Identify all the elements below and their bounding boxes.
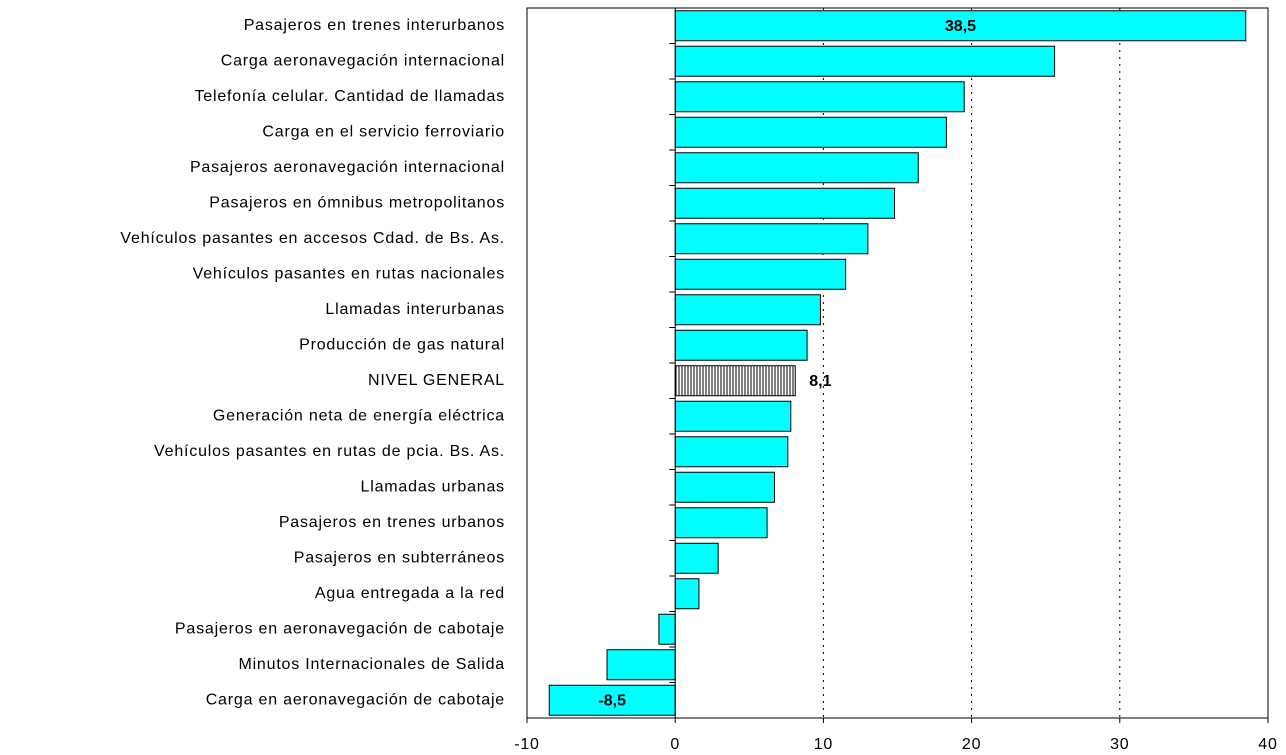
bar — [674, 258, 847, 290]
bar — [674, 116, 947, 148]
bar — [674, 471, 775, 503]
bar — [674, 223, 869, 255]
y-tick-label: Pasajeros en aeronavegación de cabotaje — [175, 620, 505, 637]
bar — [548, 684, 676, 716]
y-tick-label: Carga en el servicio ferroviario — [262, 123, 505, 140]
bar — [674, 152, 919, 184]
y-tick-label: Vehículos pasantes en rutas nacionales — [193, 265, 505, 282]
value-label: -8,5 — [598, 692, 626, 709]
y-tick-label: Pasajeros en subterráneos — [294, 549, 505, 566]
y-tick-label: Pasajeros en ómnibus metropolitanos — [209, 194, 505, 211]
bar — [674, 365, 796, 397]
x-tick-label: -10 — [514, 736, 540, 753]
bar — [606, 649, 676, 681]
bar — [674, 81, 965, 113]
value-label: 38,5 — [945, 18, 976, 35]
bar — [674, 400, 792, 432]
plot-frame — [526, 7, 1269, 719]
y-tick-label: Vehículos pasantes en accesos Cdad. de B… — [120, 230, 505, 247]
y-tick-label: Pasajeros en trenes interurbanos — [244, 17, 505, 34]
bar — [674, 187, 896, 219]
bar — [674, 542, 719, 574]
bar — [674, 436, 789, 468]
x-tick-label: 0 — [670, 736, 680, 753]
y-tick-label: Carga aeronavegación internacional — [221, 52, 505, 69]
x-tick-label: 10 — [814, 736, 833, 753]
y-tick-label: Minutos Internacionales de Salida — [238, 656, 505, 673]
bar — [674, 45, 1056, 77]
x-tick-label: 20 — [962, 736, 981, 753]
y-tick-label: Llamadas urbanas — [361, 478, 505, 495]
y-tick-label: Producción de gas natural — [299, 336, 505, 353]
y-tick-label: Pasajeros aeronavegación internacional — [190, 159, 505, 176]
x-tick-label: 30 — [1110, 736, 1129, 753]
y-tick-label: Vehículos pasantes en rutas de pcia. Bs.… — [154, 443, 505, 460]
y-tick-label: NIVEL GENERAL — [368, 372, 505, 389]
y-tick-label: Carga en aeronavegación de cabotaje — [206, 691, 505, 708]
bar — [674, 507, 768, 539]
value-label: 8,1 — [809, 373, 831, 390]
y-tick-label: Telefonía celular. Cantidad de llamadas — [195, 88, 506, 105]
y-tick-label: Agua entregada a la red — [315, 585, 505, 602]
y-tick-label: Pasajeros en trenes urbanos — [279, 514, 505, 531]
bar — [658, 613, 676, 645]
x-tick-label: 40 — [1258, 736, 1277, 753]
bar — [674, 329, 808, 361]
y-tick-label: Generación neta de energía eléctrica — [213, 407, 505, 424]
bar — [674, 294, 821, 326]
bar — [674, 578, 700, 610]
y-tick-label: Llamadas interurbanas — [325, 301, 505, 318]
